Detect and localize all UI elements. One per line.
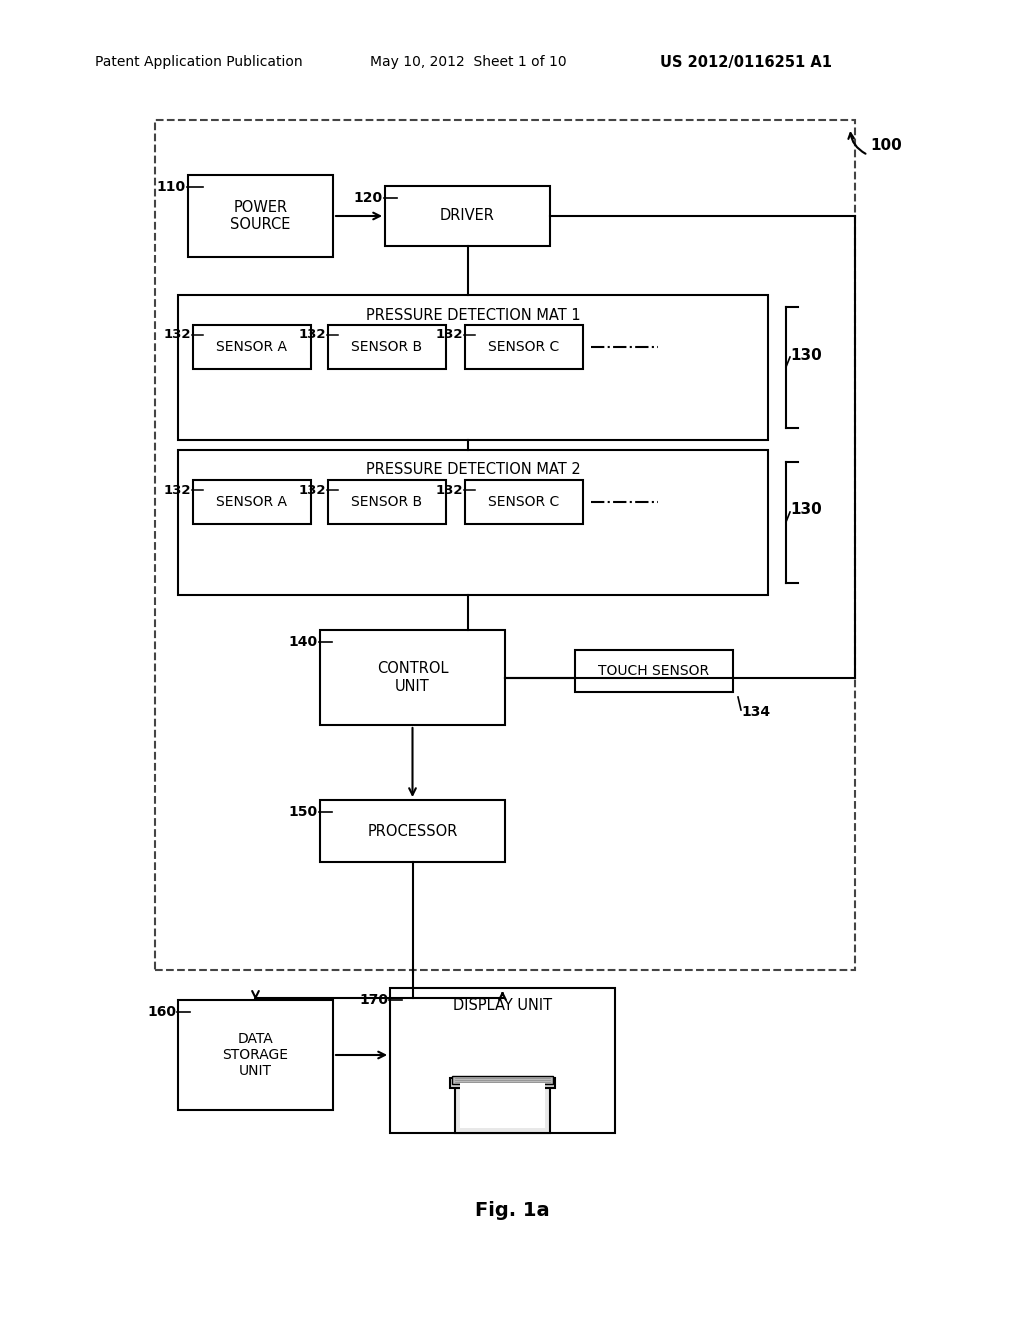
Text: SENSOR C: SENSOR C xyxy=(488,341,560,354)
Text: 110: 110 xyxy=(157,180,186,194)
Text: 150: 150 xyxy=(289,805,318,818)
Bar xyxy=(460,1082,545,1129)
Bar xyxy=(178,294,768,440)
Text: TOUCH SENSOR: TOUCH SENSOR xyxy=(598,664,710,678)
Bar xyxy=(328,325,446,370)
Bar xyxy=(455,1078,550,1133)
Text: DISPLAY UNIT: DISPLAY UNIT xyxy=(453,998,552,1014)
Text: POWER
SOURCE: POWER SOURCE xyxy=(230,199,291,232)
Text: SENSOR A: SENSOR A xyxy=(216,495,288,510)
Text: Patent Application Publication: Patent Application Publication xyxy=(95,55,303,69)
Bar xyxy=(178,1001,333,1110)
Text: 132: 132 xyxy=(435,483,463,496)
Bar xyxy=(390,987,615,1133)
Text: 170: 170 xyxy=(359,993,388,1007)
Text: 100: 100 xyxy=(870,137,902,153)
Text: PROCESSOR: PROCESSOR xyxy=(368,824,458,838)
Bar xyxy=(328,480,446,524)
Text: 132: 132 xyxy=(435,329,463,342)
Bar xyxy=(385,186,550,246)
Text: May 10, 2012  Sheet 1 of 10: May 10, 2012 Sheet 1 of 10 xyxy=(370,55,566,69)
Bar xyxy=(193,325,311,370)
Bar xyxy=(575,649,733,692)
Bar xyxy=(319,630,505,725)
Text: 160: 160 xyxy=(147,1005,176,1019)
Text: 132: 132 xyxy=(299,329,326,342)
Text: 130: 130 xyxy=(790,347,821,363)
Text: PRESSURE DETECTION MAT 1: PRESSURE DETECTION MAT 1 xyxy=(366,308,581,322)
Text: 134: 134 xyxy=(741,705,770,719)
Text: 140: 140 xyxy=(289,635,318,649)
Text: DRIVER: DRIVER xyxy=(440,209,495,223)
Text: US 2012/0116251 A1: US 2012/0116251 A1 xyxy=(660,54,831,70)
Bar xyxy=(465,480,583,524)
Text: 132: 132 xyxy=(164,329,191,342)
Text: SENSOR A: SENSOR A xyxy=(216,341,288,354)
Text: SENSOR B: SENSOR B xyxy=(351,495,423,510)
Bar xyxy=(155,120,855,970)
Text: 130: 130 xyxy=(790,503,821,517)
Bar xyxy=(452,1076,553,1084)
Bar xyxy=(188,176,333,257)
Text: CONTROL
UNIT: CONTROL UNIT xyxy=(377,661,449,694)
Bar xyxy=(178,450,768,595)
Text: 132: 132 xyxy=(164,483,191,496)
Bar xyxy=(319,800,505,862)
Text: DATA
STORAGE
UNIT: DATA STORAGE UNIT xyxy=(222,1032,289,1078)
Text: 120: 120 xyxy=(354,191,383,205)
Text: Fig. 1a: Fig. 1a xyxy=(475,1200,549,1220)
Text: PRESSURE DETECTION MAT 2: PRESSURE DETECTION MAT 2 xyxy=(366,462,581,478)
Bar xyxy=(465,325,583,370)
Bar xyxy=(450,1078,555,1088)
Text: 132: 132 xyxy=(299,483,326,496)
Text: SENSOR B: SENSOR B xyxy=(351,341,423,354)
Text: SENSOR C: SENSOR C xyxy=(488,495,560,510)
Bar xyxy=(193,480,311,524)
